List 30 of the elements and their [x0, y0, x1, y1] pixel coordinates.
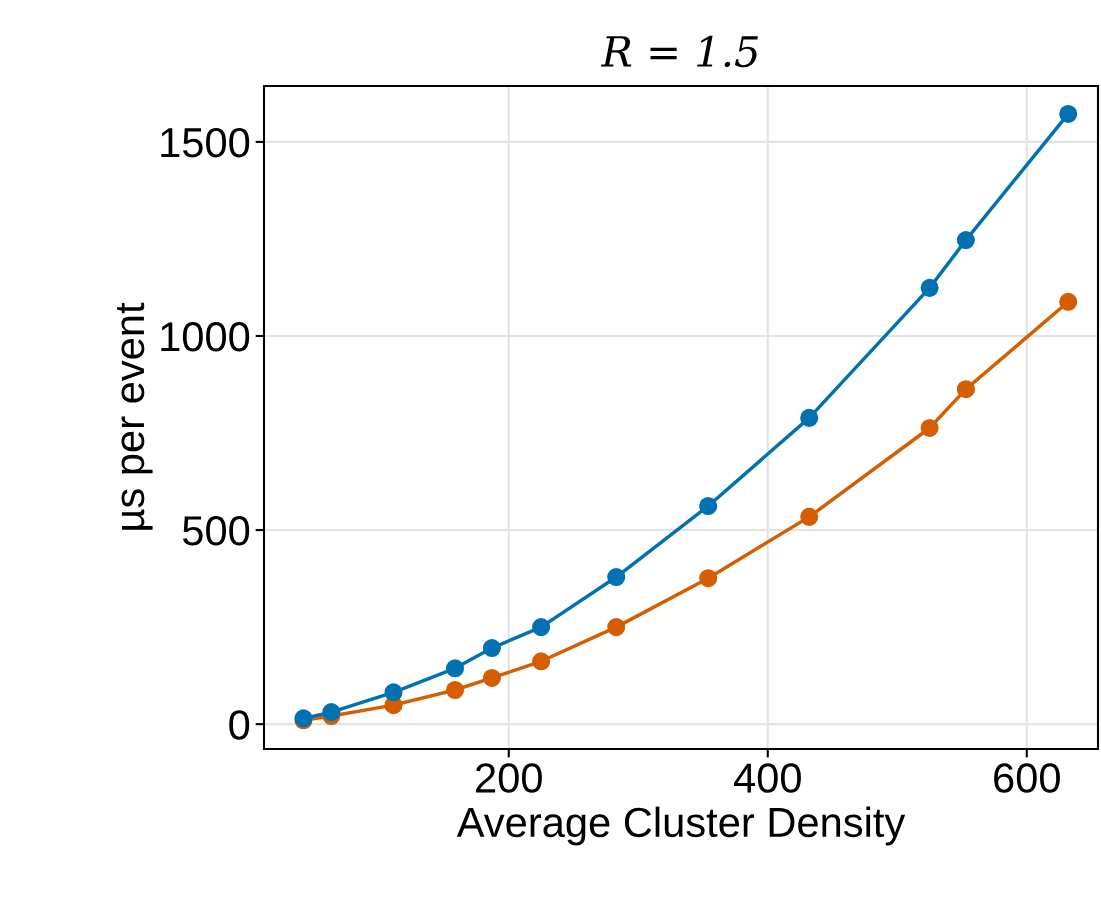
y-axis-title: µs per event — [116, 302, 153, 530]
point — [1059, 104, 1078, 123]
point — [384, 683, 403, 702]
point — [532, 652, 551, 671]
point — [607, 568, 626, 587]
point — [800, 507, 819, 526]
x-tick-label: 400 — [733, 763, 801, 793]
point — [482, 668, 501, 687]
point — [445, 659, 465, 678]
point — [800, 408, 819, 427]
point — [322, 703, 341, 722]
y-tick-label: 1000 — [161, 321, 250, 352]
y-tick-label: 500 — [182, 516, 250, 546]
point — [607, 618, 626, 637]
x-tick-label: 600 — [994, 763, 1060, 793]
y-tick-label: 1500 — [161, 127, 250, 158]
point — [920, 418, 939, 438]
point — [445, 680, 465, 700]
point — [699, 569, 718, 588]
x-tick-label: 200 — [476, 763, 542, 793]
chart-title: R = 1.5 — [600, 35, 758, 68]
y-tick-label: 0 — [229, 710, 250, 740]
point — [956, 231, 975, 250]
point — [1059, 292, 1078, 311]
point — [482, 639, 501, 658]
x-axis-title: Average Cluster Density — [456, 806, 906, 846]
point — [532, 618, 551, 637]
point — [956, 380, 975, 399]
point — [699, 496, 718, 516]
point — [920, 278, 939, 297]
